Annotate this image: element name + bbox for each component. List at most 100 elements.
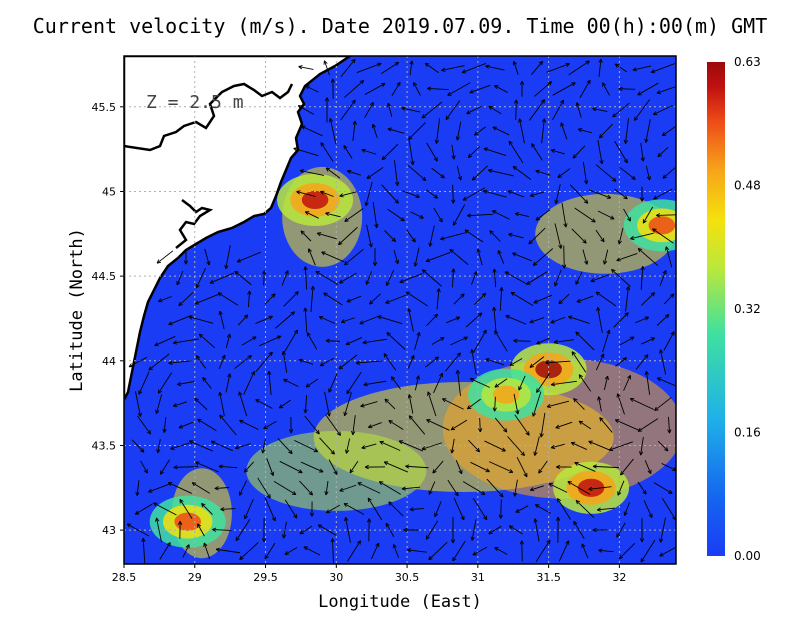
current-arrow — [138, 371, 150, 395]
current-arrow — [409, 507, 425, 512]
current-arrow — [641, 337, 656, 345]
y-axis-title: Latitude (North) — [67, 228, 87, 392]
current-arrow — [422, 269, 442, 287]
current-arrow — [399, 273, 423, 284]
current-arrow — [568, 60, 590, 76]
current-arrow — [498, 499, 503, 519]
x-tick-label: 31 — [471, 571, 485, 584]
current-arrow — [588, 189, 612, 199]
current-arrow — [469, 84, 491, 94]
current-arrow — [264, 542, 276, 560]
colorbar-tick-label: 0.16 — [734, 426, 761, 440]
current-arrow — [413, 82, 421, 96]
current-arrow — [545, 360, 571, 365]
current-arrow — [529, 317, 545, 324]
current-arrow — [156, 250, 174, 264]
current-arrow — [492, 306, 497, 333]
current-arrow — [455, 460, 463, 475]
current-arrow — [153, 502, 177, 516]
current-arrow — [455, 369, 461, 396]
current-arrow — [320, 190, 334, 197]
current-arrow — [637, 82, 659, 96]
current-arrow — [532, 248, 554, 266]
current-arrow — [572, 145, 586, 159]
coast-detail — [124, 82, 294, 152]
current-arrow — [470, 519, 477, 541]
current-arrow — [162, 417, 167, 433]
current-arrow — [328, 459, 338, 475]
x-axis: 28.5 29 29.5 30 30.5 31 31.5 32 — [112, 564, 626, 584]
colorbar — [707, 62, 725, 556]
current-arrow — [318, 315, 335, 324]
current-arrow — [301, 125, 323, 137]
current-arrow — [427, 86, 449, 91]
current-arrow — [259, 335, 282, 347]
current-arrow — [618, 166, 636, 180]
current-arrow — [369, 293, 381, 305]
current-arrow — [578, 374, 592, 392]
current-arrow — [234, 270, 252, 286]
speed-hotspot — [535, 360, 562, 379]
current-arrow — [467, 146, 481, 158]
current-arrow — [619, 336, 635, 346]
current-arrows — [126, 58, 676, 564]
current-arrow — [315, 270, 339, 286]
current-arrow — [659, 517, 666, 543]
current-arrow — [445, 352, 461, 372]
current-arrow — [345, 438, 351, 454]
current-arrow — [535, 209, 551, 221]
current-arrow — [282, 521, 287, 539]
map-title: Current velocity (m/s). Date 2019.07.09.… — [32, 14, 768, 38]
current-arrow — [261, 518, 267, 543]
current-arrow — [431, 167, 445, 179]
current-arrow — [321, 251, 345, 263]
current-arrow — [303, 307, 308, 333]
current-arrow — [603, 375, 609, 391]
current-arrow — [349, 460, 359, 474]
current-arrow — [299, 169, 325, 176]
current-arrow — [126, 523, 150, 537]
current-arrow — [657, 440, 669, 452]
current-arrow — [387, 127, 405, 134]
current-arrow — [426, 419, 450, 431]
y-tick-label: 45.5 — [92, 101, 117, 114]
x-tick-label: 30 — [329, 571, 343, 584]
current-arrow — [497, 250, 505, 264]
current-arrow — [639, 436, 644, 456]
current-arrow — [262, 270, 267, 286]
current-arrow — [656, 377, 676, 387]
current-arrow — [653, 188, 673, 200]
current-arrow — [528, 99, 546, 121]
current-arrow — [445, 100, 461, 121]
current-arrow — [596, 507, 615, 512]
current-arrow — [554, 223, 563, 249]
current-arrow — [393, 160, 400, 186]
current-arrow — [450, 419, 468, 431]
current-arrow — [499, 287, 504, 311]
y-tick-label: 44 — [102, 355, 116, 368]
current-arrow — [512, 60, 519, 75]
current-arrow — [489, 230, 501, 242]
current-arrow — [533, 518, 540, 542]
current-arrow — [182, 544, 190, 558]
current-arrow — [324, 391, 331, 417]
current-arrow — [453, 497, 465, 521]
current-arrow — [623, 375, 631, 391]
current-arrow — [364, 464, 385, 470]
current-arrow — [599, 417, 613, 433]
current-arrow — [324, 97, 330, 123]
current-arrow — [478, 417, 483, 433]
current-arrow — [255, 399, 273, 409]
current-arrow — [630, 232, 654, 241]
current-arrow — [436, 288, 441, 310]
current-arrow — [567, 481, 591, 495]
current-arrow — [355, 360, 382, 365]
current-arrow — [351, 415, 356, 436]
current-arrow — [451, 184, 456, 204]
current-arrow — [663, 293, 675, 305]
current-arrow — [386, 102, 393, 117]
current-arrow — [316, 232, 337, 240]
speed-hotspot — [174, 512, 201, 531]
current-arrow — [541, 118, 547, 144]
current-arrow — [667, 416, 672, 434]
